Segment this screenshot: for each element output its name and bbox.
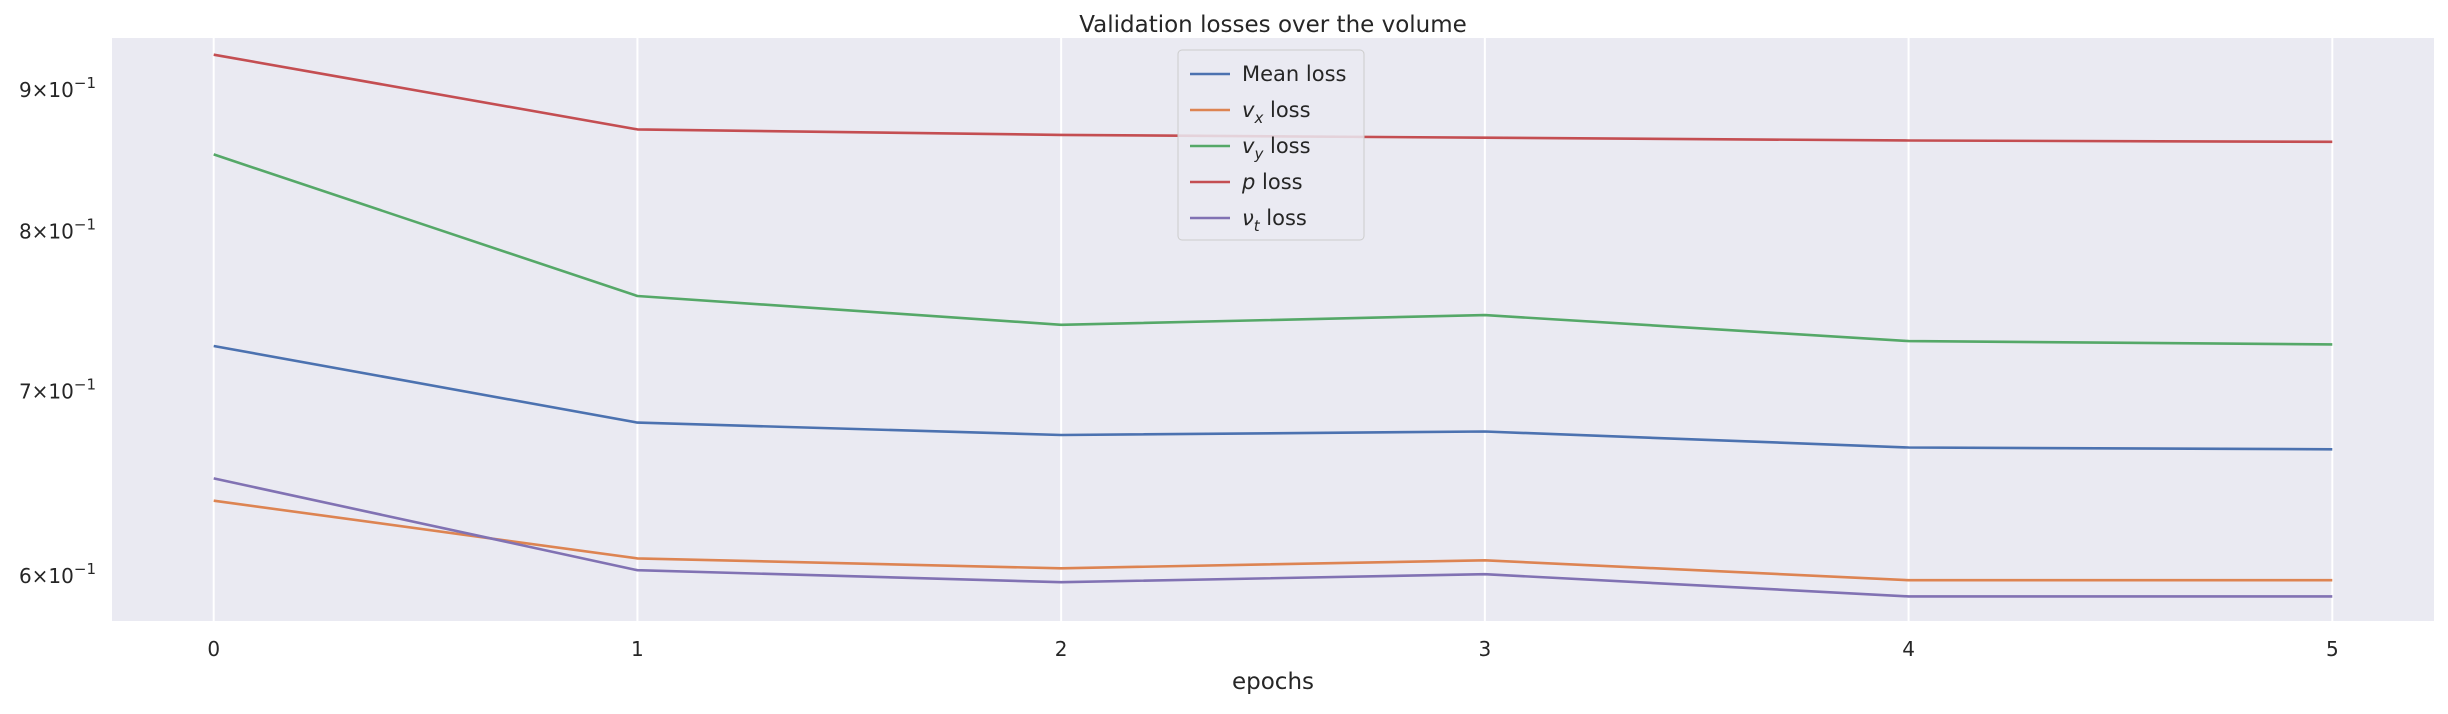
tick-layer: 0 1 2 3 4 5 6×10−1 7×10−1 8×10−1 9×10−1 [19,74,2339,661]
legend: Mean loss vx loss vy loss p loss νt loss [1177,49,1365,241]
series-line [213,344,2333,451]
legend-box [1177,49,1365,241]
legend-label: Mean loss [1242,62,1346,86]
legend-label: vy loss [1242,134,1311,163]
x-tick-label: 3 [1478,637,1491,661]
y-tick-label: 6×10−1 [19,560,96,588]
series-line [213,477,2333,598]
legend-label: vx loss [1242,98,1311,127]
x-tick-label: 5 [2326,637,2339,661]
x-tick-label: 0 [207,637,220,661]
x-tick-label: 1 [631,637,644,661]
y-tick-label: 8×10−1 [19,215,96,243]
chart-title: Validation losses over the volume [1079,12,1467,38]
legend-label: νt loss [1242,206,1307,235]
y-tick-label: 9×10−1 [19,74,96,102]
y-tick-label: 7×10−1 [19,375,96,403]
x-tick-label: 4 [1902,637,1915,661]
series-line [213,153,2333,346]
x-axis-label: epochs [1232,669,1314,695]
series-line [213,499,2333,582]
legend-label: p loss [1241,170,1303,194]
x-tick-label: 2 [1055,637,1068,661]
